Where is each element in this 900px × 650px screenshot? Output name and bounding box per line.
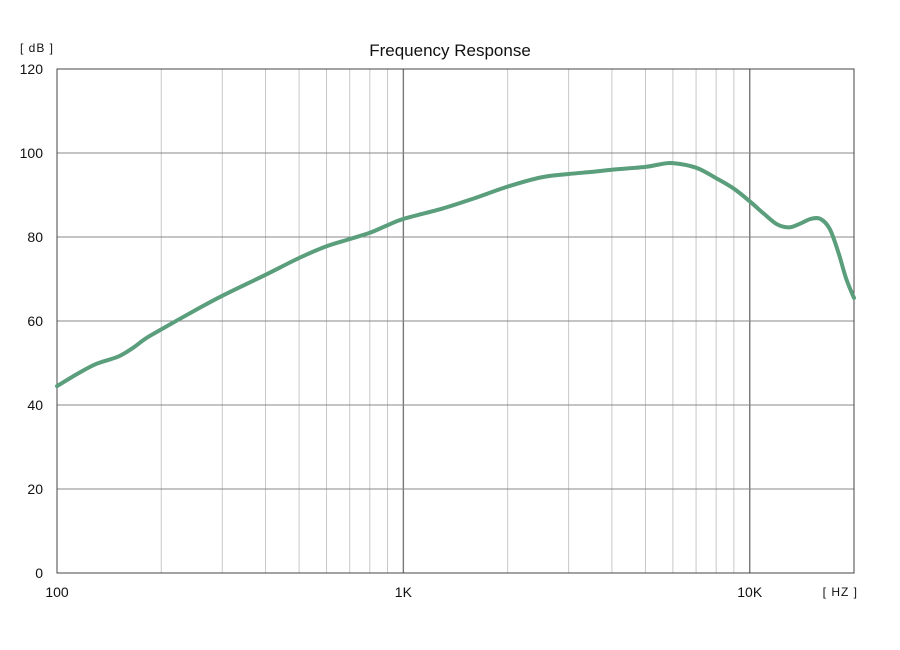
- major-gridlines: [57, 69, 854, 573]
- y-axis-unit-label: [ dB ]: [20, 41, 54, 55]
- plot-frame: [56, 68, 855, 574]
- frequency-response-line: [55, 160, 856, 389]
- chart-title: Frequency Response: [369, 41, 531, 60]
- x-axis-unit-label: [ HZ ]: [823, 585, 858, 599]
- y-tick-label: 20: [27, 481, 43, 497]
- y-tick-label: 0: [35, 565, 43, 581]
- x-tick-label: 10K: [737, 584, 763, 600]
- y-tick-label: 60: [27, 313, 43, 329]
- y-tick-label: 120: [20, 61, 44, 77]
- x-tick-label: 100: [45, 584, 69, 600]
- y-tick-label: 100: [20, 145, 44, 161]
- y-tick-labels: 0 20 40 60 80 100 120: [20, 61, 44, 581]
- x-tick-label: 1K: [395, 584, 413, 600]
- series-layer: [55, 160, 856, 389]
- y-tick-label: 80: [27, 229, 43, 245]
- y-tick-label: 40: [27, 397, 43, 413]
- x-tick-labels: 100 1K 10K: [45, 584, 763, 600]
